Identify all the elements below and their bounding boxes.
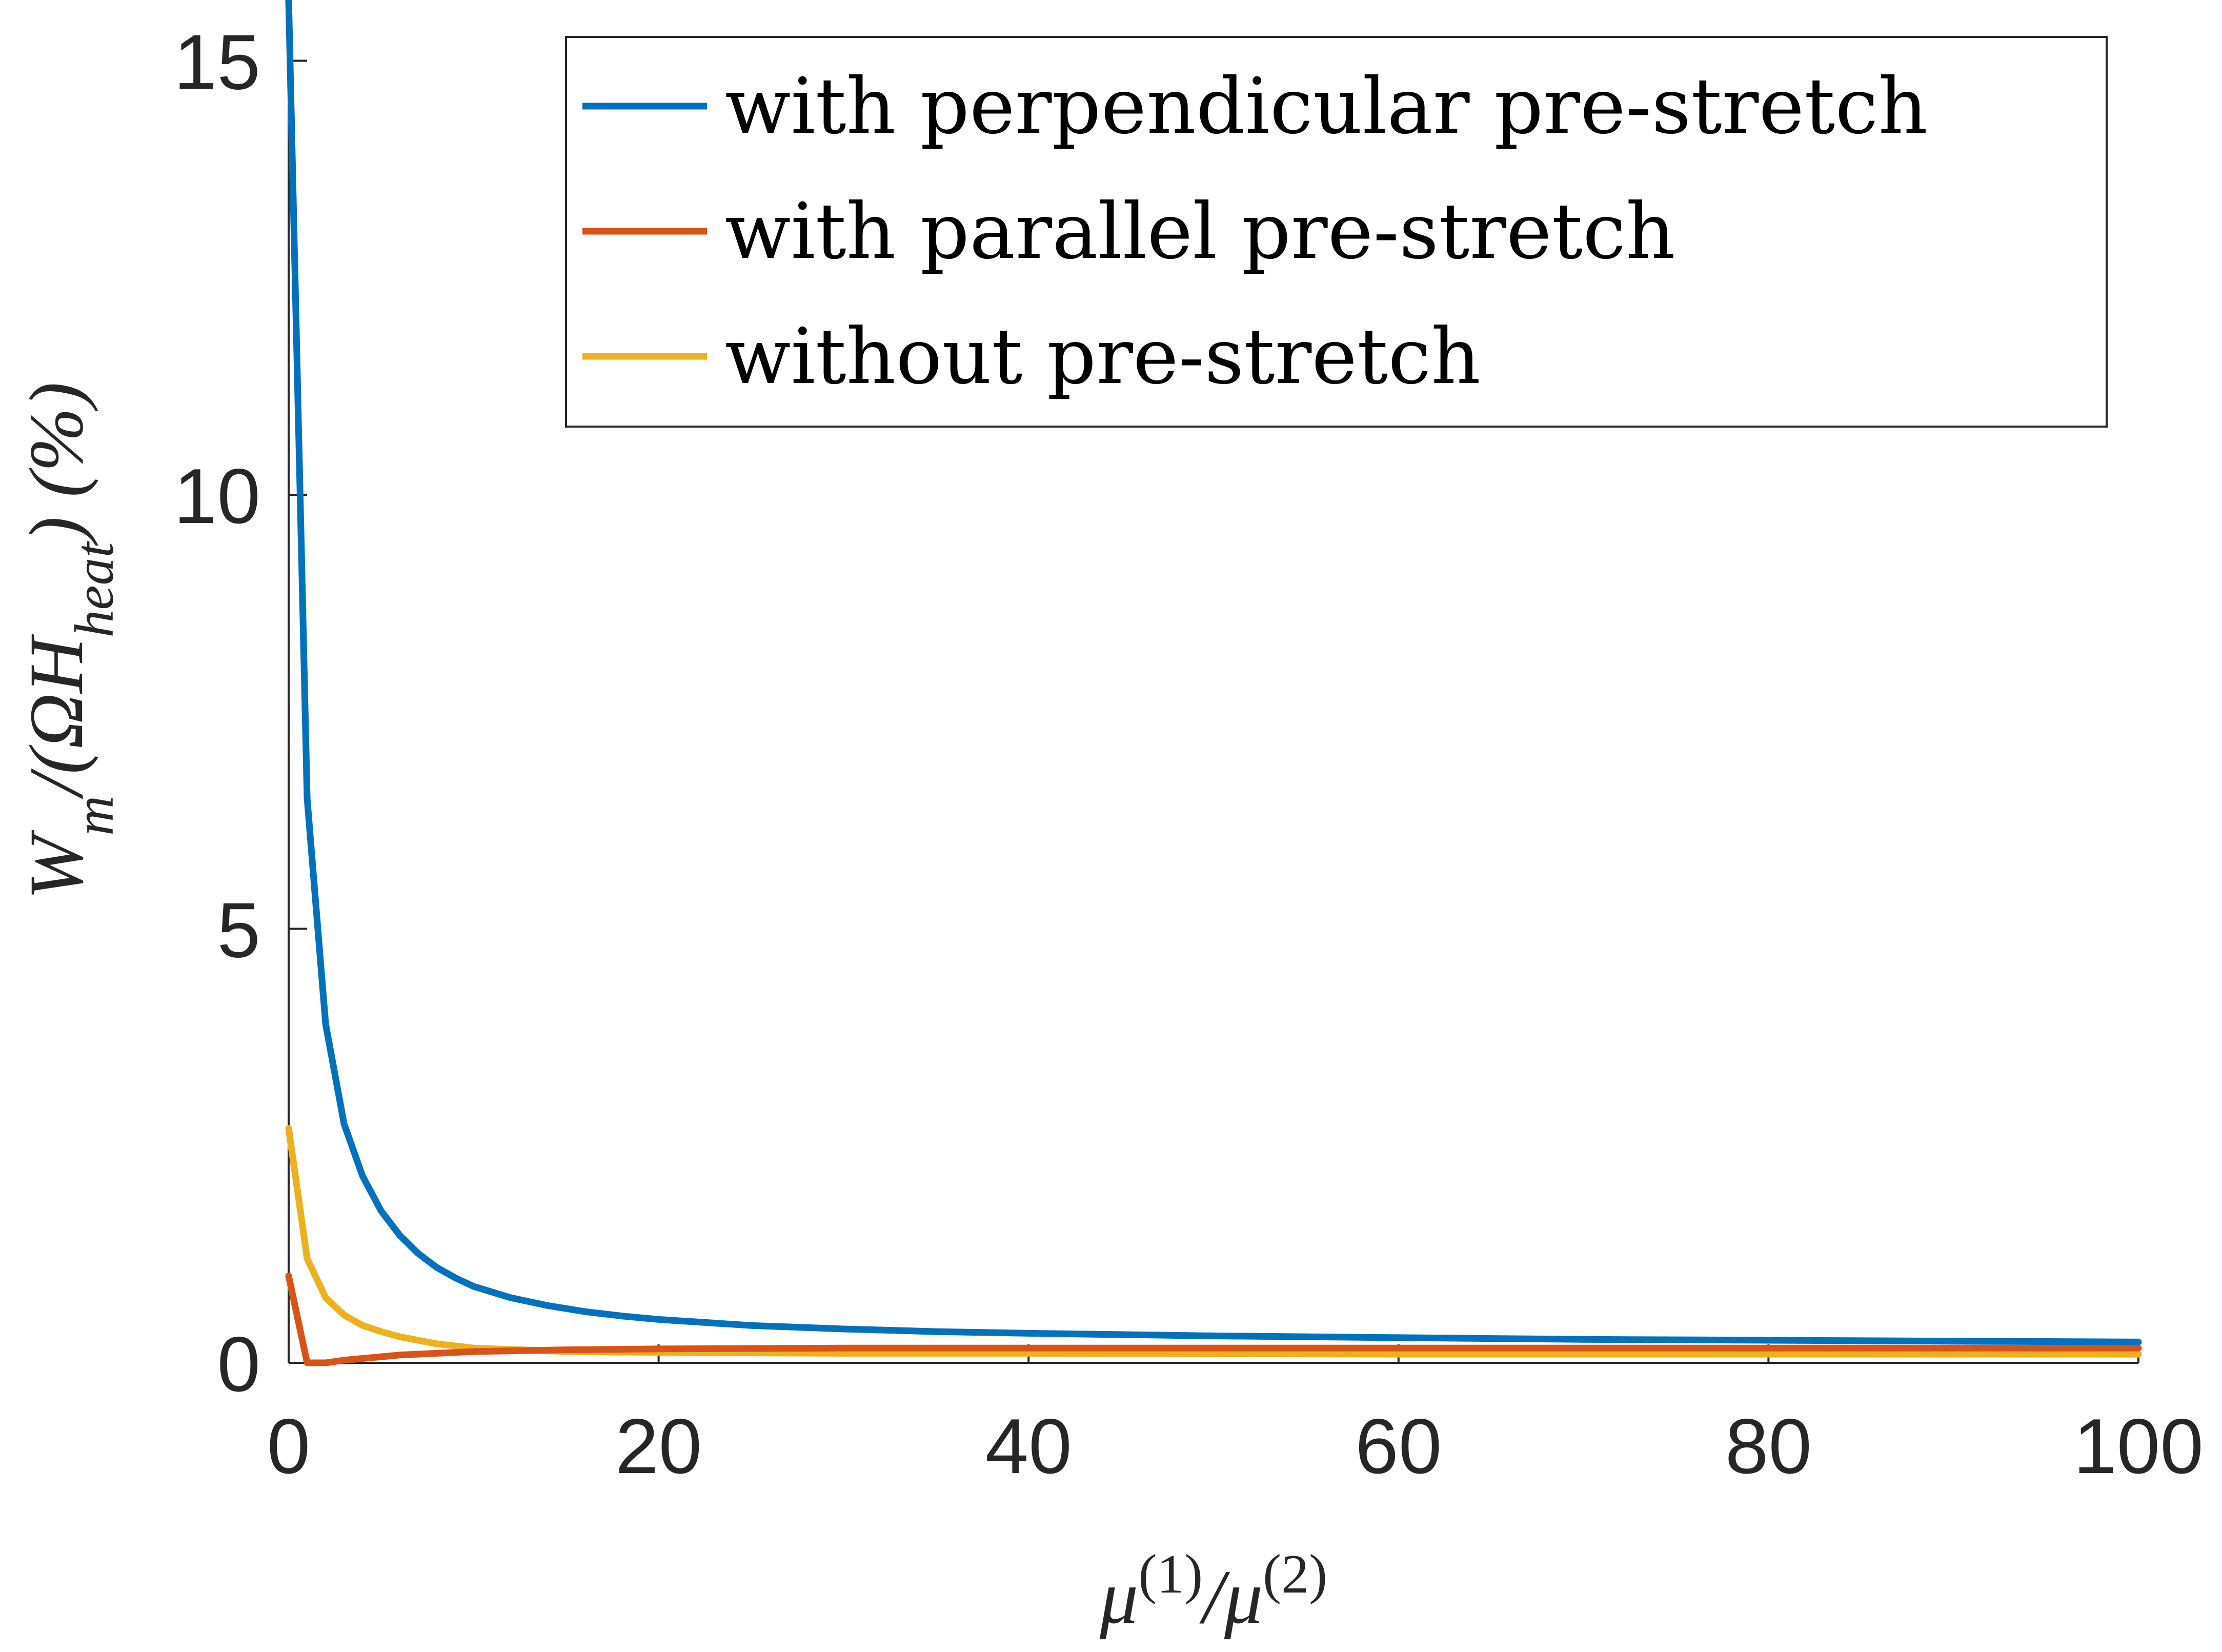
x-tick-label: 100 xyxy=(2073,1403,2204,1490)
y-axis-label: Wm/(ΩHheat) (%) xyxy=(14,382,125,900)
series-line xyxy=(285,1273,2142,1366)
legend: with perpendicular pre-stretch with paral… xyxy=(565,36,2108,428)
y-tick-label: 15 xyxy=(174,19,260,106)
x-tick-label: 40 xyxy=(985,1403,1072,1490)
series-line xyxy=(285,1125,2142,1358)
axes: 0 20 40 60 80 100 0 5 10 15 xyxy=(174,0,2204,1490)
x-tick-label: 0 xyxy=(267,1403,311,1490)
legend-label: with parallel pre-stretch xyxy=(725,187,1675,276)
y-axis-label-part: m xyxy=(64,796,125,836)
x-axis-label-part: (1) xyxy=(1138,1544,1203,1605)
y-tick-label: 10 xyxy=(174,453,260,540)
series-line xyxy=(285,0,2142,1345)
legend-label: without pre-stretch xyxy=(725,312,1481,401)
y-tick-label: 0 xyxy=(217,1321,260,1408)
y-axis-label-part: heat xyxy=(64,541,125,638)
y-axis-label-part: W xyxy=(14,830,99,900)
x-tick-label: 60 xyxy=(1355,1403,1442,1490)
x-axis-label-part: (2) xyxy=(1263,1544,1327,1605)
x-axis-label-part: μ xyxy=(1099,1555,1138,1640)
axis-labels: μ(1)/μ(2) Wm/(ΩHheat) (%) xyxy=(14,382,1327,1640)
series-layer xyxy=(285,0,2142,1366)
y-axis-label-part: /(ΩH xyxy=(14,634,99,799)
y-axis-label-part: ) (%) xyxy=(14,382,99,546)
x-axis-label-part: /μ xyxy=(1199,1555,1263,1640)
x-tick-label: 80 xyxy=(1725,1403,1812,1490)
y-tick-label: 5 xyxy=(217,887,260,974)
legend-box xyxy=(565,36,2108,428)
legend-label: with perpendicular pre-stretch xyxy=(725,62,1928,151)
x-axis-label: μ(1)/μ(2) xyxy=(1099,1544,1327,1640)
x-tick-label: 20 xyxy=(615,1403,702,1490)
